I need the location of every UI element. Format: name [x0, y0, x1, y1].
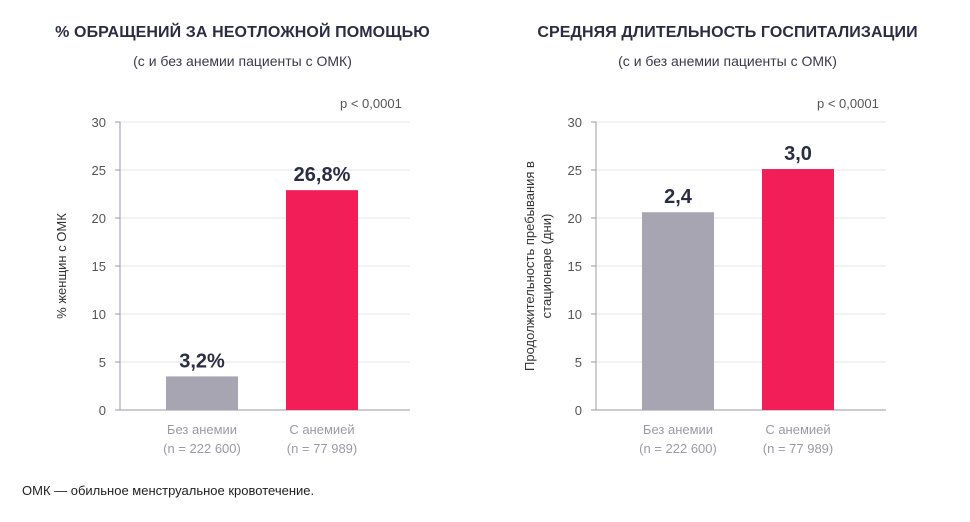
chart-title: СРЕДНЯЯ ДЛИТЕЛЬНОСТЬ ГОСПИТАЛИЗАЦИИ [537, 24, 918, 41]
y-axis-label-line: стационаре (дни) [539, 214, 554, 319]
bar [286, 190, 358, 410]
y-axis-label: Продолжительность пребывания в стационаре… [522, 161, 554, 371]
x-tick-label-line: (n = 77 989) [763, 441, 833, 456]
y-tick-label: 25 [568, 163, 582, 178]
y-tick-label: 10 [92, 307, 106, 322]
bar [642, 212, 714, 410]
x-tick-label-line: С анемией [289, 422, 354, 437]
y-tick-label: 30 [92, 115, 106, 130]
x-tick-label-line: Без анемии [167, 422, 237, 437]
x-tick-label-line: (n = 222 600) [639, 441, 717, 456]
y-tick-label: 30 [568, 115, 582, 130]
chart-panel-emergency: % ОБРАЩЕНИЙ ЗА НЕОТЛОЖНОЙ ПОМОЩЬЮ (с и б… [0, 0, 485, 470]
x-tick-label: Без анемии (n = 222 600) [639, 422, 717, 456]
y-tick-label: 15 [92, 259, 106, 274]
x-tick-label: Без анемии (n = 222 600) [163, 422, 241, 456]
chart-subtitle: (с и без анемии пациенты с ОМК) [133, 53, 352, 69]
chart-panel-hospitalization: СРЕДНЯЯ ДЛИТЕЛЬНОСТЬ ГОСПИТАЛИЗАЦИИ (с и… [485, 0, 970, 470]
p-value: p < 0,0001 [340, 96, 402, 111]
data-label: 3,0 [784, 143, 812, 165]
chart-plot-hospitalization: 0 5 10 15 20 25 30 Продолжительность пребывания… [522, 115, 886, 456]
y-tick-label: 25 [92, 163, 106, 178]
y-tick-label: 20 [92, 211, 106, 226]
y-tick-label: 5 [575, 355, 582, 370]
p-value: p < 0,0001 [817, 96, 879, 111]
y-tick-label: 5 [99, 355, 106, 370]
x-tick-label-line: С анемией [765, 422, 830, 437]
data-label: 26,8% [294, 164, 351, 186]
y-axis-label-line: Продолжительность пребывания в [522, 161, 537, 371]
bar [166, 376, 238, 410]
data-label: 2,4 [664, 186, 693, 208]
chart-title: % ОБРАЩЕНИЙ ЗА НЕОТЛОЖНОЙ ПОМОЩЬЮ [55, 24, 430, 41]
data-label: 3,2% [179, 350, 225, 372]
y-tick-label: 0 [99, 403, 106, 418]
y-tick-label: 15 [568, 259, 582, 274]
chart-subtitle: (с и без анемии пациенты с ОМК) [618, 53, 837, 69]
x-tick-label: С анемией (n = 77 989) [763, 422, 833, 456]
x-tick-label: С анемией (n = 77 989) [287, 422, 357, 456]
y-tick-label: 0 [575, 403, 582, 418]
chart-plot-emergency: 0 5 10 15 20 25 30 % женщин с ОМК 3,2% Без анемии… [54, 115, 410, 456]
y-axis-label: % женщин с ОМК [54, 213, 69, 319]
footnote: ОМК — обильное менструальное кровотечени… [22, 483, 315, 498]
y-tick-label: 20 [568, 211, 582, 226]
x-tick-label-line: Без анемии [643, 422, 713, 437]
x-tick-label-line: (n = 77 989) [287, 441, 357, 456]
bar [762, 169, 834, 410]
x-tick-label-line: (n = 222 600) [163, 441, 241, 456]
y-tick-label: 10 [568, 307, 582, 322]
